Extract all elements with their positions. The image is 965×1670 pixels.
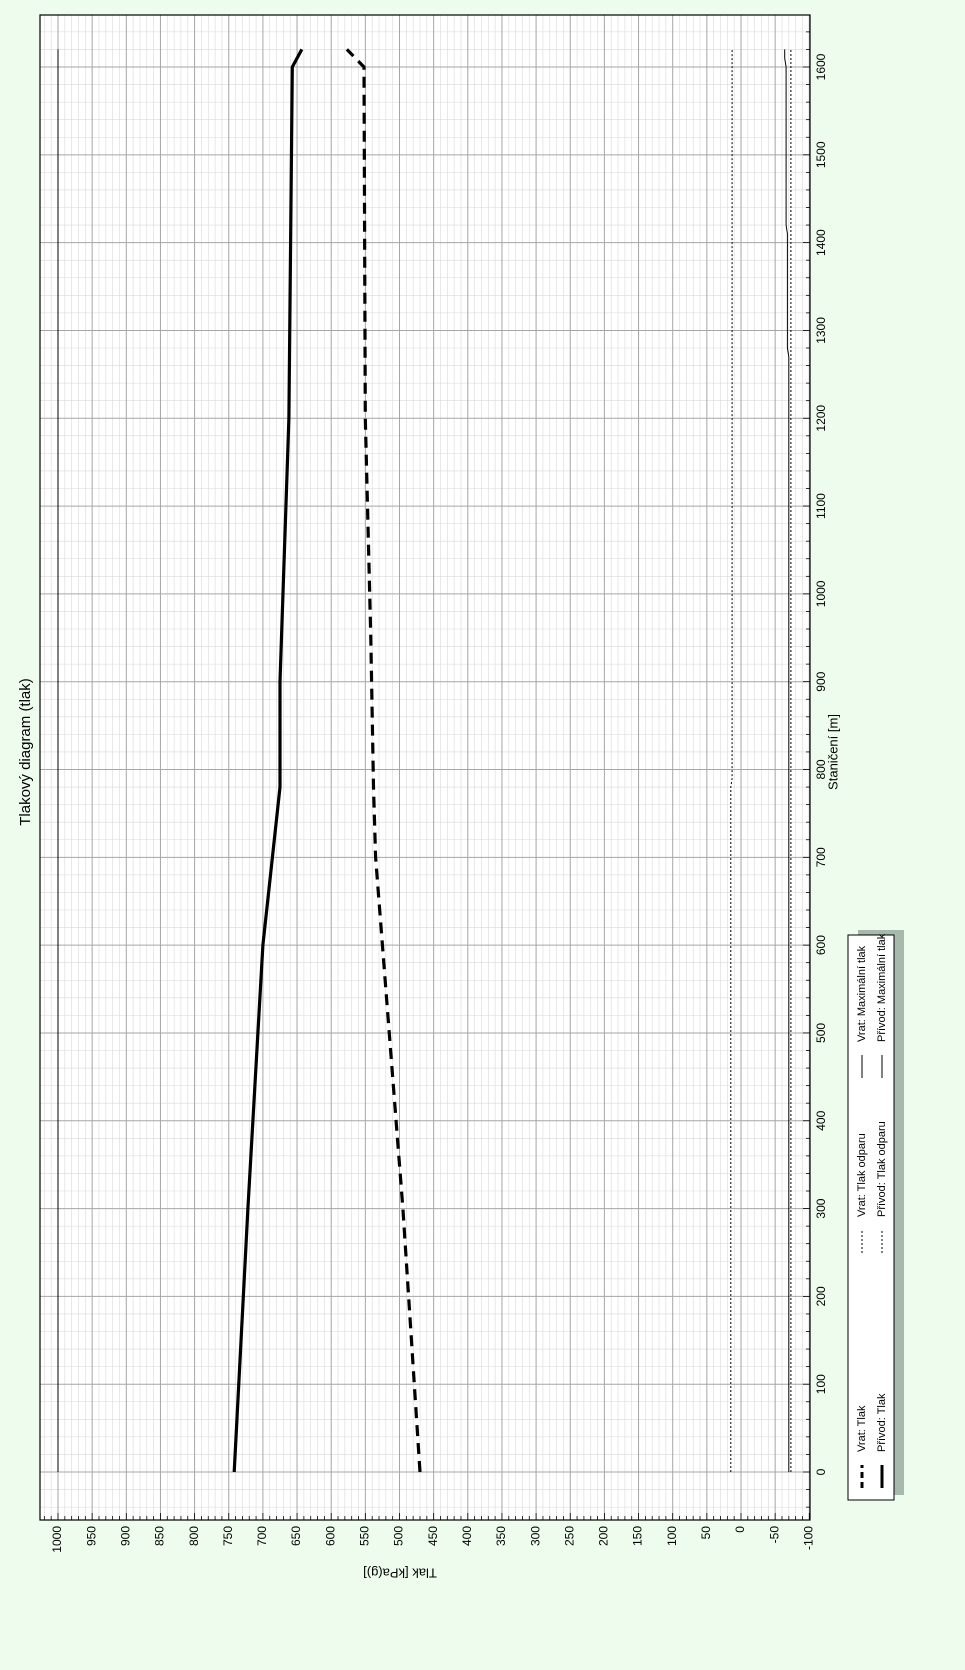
x-tick-label: 500 [814, 1023, 828, 1043]
y-tick-label: 600 [323, 1526, 337, 1546]
y-tick-label: 850 [153, 1526, 167, 1546]
x-tick-label: 1100 [814, 493, 828, 519]
y-tick-label: 400 [460, 1526, 474, 1546]
legend-label: Vrat: Tlak odparu [856, 1133, 868, 1217]
y-tick-label: -100 [801, 1526, 815, 1550]
y-tick-label: 100 [665, 1526, 679, 1546]
y-tick-label: 550 [358, 1526, 372, 1546]
x-tick-label: 800 [814, 759, 828, 779]
y-tick-label: 150 [631, 1526, 645, 1546]
x-tick-label: 400 [814, 1110, 828, 1130]
legend-label: Přívod: Tlak [876, 1393, 888, 1452]
series-line-6 [784, 49, 790, 1472]
y-tick-label: 450 [426, 1526, 440, 1546]
y-tick-label: 500 [392, 1526, 406, 1546]
legend-label: Přívod: Tlak odparu [876, 1121, 888, 1217]
y-axis-label: Tlak [kPa(g)] [363, 1566, 437, 1581]
y-tick-label: 200 [597, 1526, 611, 1546]
minor-grid [40, 15, 810, 1520]
x-tick-label: 1000 [814, 580, 828, 607]
x-tick-label: 900 [814, 671, 828, 691]
x-tick-label: 0 [814, 1468, 828, 1475]
y-tick-label: 700 [255, 1526, 269, 1546]
legend-box [847, 934, 895, 1501]
y-tick-label: 800 [187, 1526, 201, 1546]
y-tick-label: 900 [118, 1526, 132, 1546]
series-line-1 [345, 48, 422, 1473]
x-tick-label: 700 [814, 847, 828, 867]
major-grid [40, 15, 810, 1520]
y-tick-label: 350 [494, 1526, 508, 1546]
x-tick-label: 1200 [814, 405, 828, 432]
y-tick-label: 950 [84, 1526, 98, 1546]
y-tick-label: 300 [528, 1526, 542, 1546]
chart-title: Tlakový diagram (tlak) [17, 678, 34, 826]
y-tick-label: 250 [562, 1526, 576, 1546]
x-tick-label: 1400 [814, 229, 828, 256]
legend-label: Vrat: Tlak [856, 1405, 868, 1452]
y-tick-label: -50 [767, 1526, 781, 1544]
x-tick-label: 1300 [814, 317, 828, 344]
y-tick-label: 50 [699, 1526, 713, 1540]
y-tick-label: 0 [733, 1526, 747, 1533]
x-tick-label: 200 [814, 1286, 828, 1306]
x-tick-label: 100 [814, 1374, 828, 1394]
x-tick-label: 1500 [814, 141, 828, 168]
y-tick-label: 1000 [50, 1526, 64, 1553]
x-tick-label: 600 [814, 935, 828, 955]
x-axis-label: Staničení [m] [825, 714, 840, 790]
y-tick-label: 750 [221, 1526, 235, 1546]
legend-label: Přívod: Maximální tlak [876, 933, 888, 1042]
series-line-2 [232, 48, 304, 1473]
series-line-3 [730, 49, 733, 1472]
plot-border [39, 14, 811, 1521]
axis-ticks [43, 31, 810, 1520]
x-tick-label: 300 [814, 1198, 828, 1218]
x-tick-label: 1600 [814, 53, 828, 80]
plot-area [40, 15, 810, 1520]
legend-label: Vrat: Maximální tlak [856, 945, 868, 1042]
y-tick-label: 650 [289, 1526, 303, 1546]
